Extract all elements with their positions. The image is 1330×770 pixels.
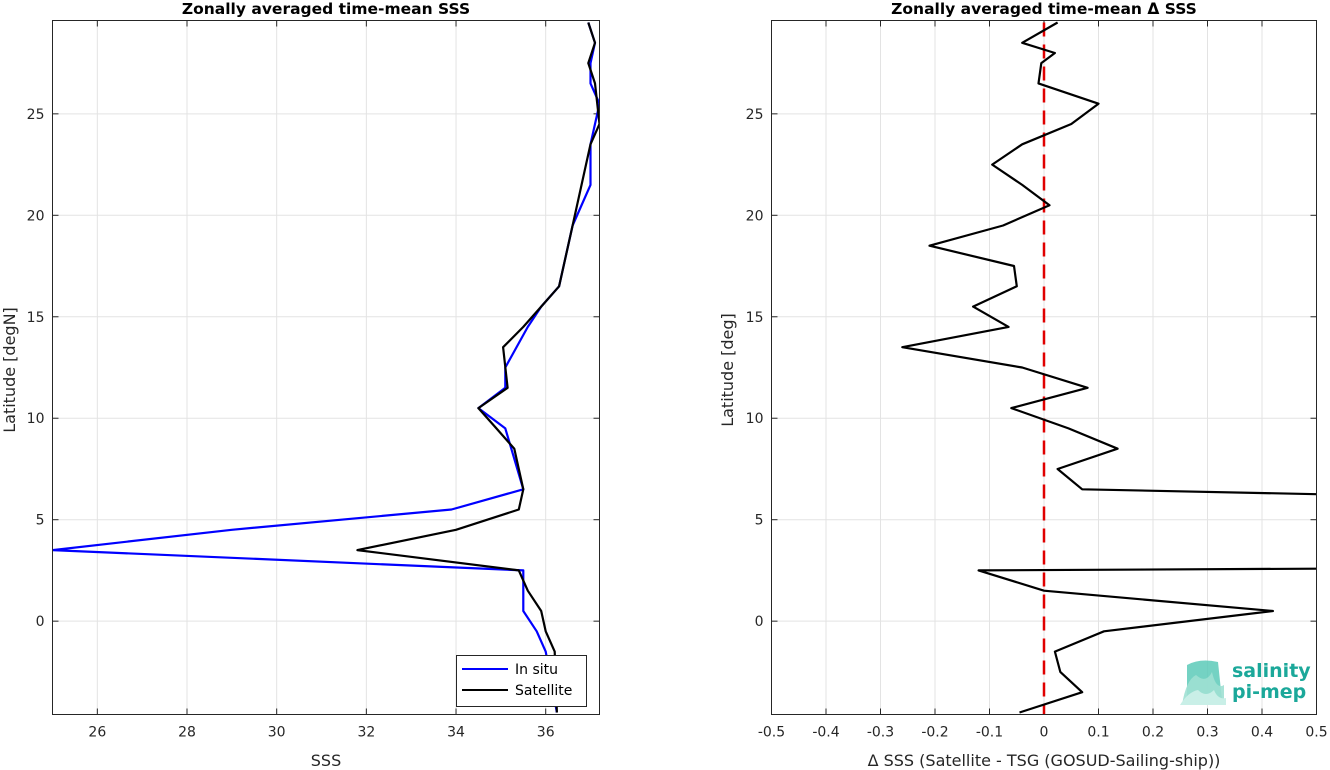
right-ticks: -0.5 -0.4 -0.3 -0.2 -0.1 0 0.1 0.2 0.3 0.4 0.5 0 5 10…: [746, 20, 1328, 741]
left-x-tick-label: 36: [537, 725, 555, 741]
right-x-tick-label: 0.5: [1305, 725, 1327, 741]
right-y-tick-label: 20: [746, 208, 764, 224]
left-y-tick-label: 25: [27, 107, 45, 123]
left-ticks: 26 28 30 32 34 36 0 5 10 15 20 25: [27, 20, 600, 741]
left-panel: 26 28 30 32 34 36 0 5 10 15 20 25 Zonally averaged …: [0, 0, 600, 770]
right-x-tick-label: -0.2: [921, 725, 948, 741]
right-y-tick-label: 5: [755, 513, 764, 529]
right-panel: -0.5 -0.4 -0.3 -0.2 -0.1 0 0.1 0.2 0.3 0.4 0.5 0 5 10…: [718, 0, 1328, 770]
right-y-tick-label: 25: [746, 107, 764, 123]
right-x-axis-label: Δ SSS (Satellite - TSG (GOSUD-Sailing-sh…: [868, 751, 1221, 770]
left-y-tick-label: 20: [27, 208, 45, 224]
right-x-tick-label: 0: [1040, 725, 1049, 741]
left-grid: [52, 20, 600, 715]
legend-box: [456, 655, 587, 707]
left-y-tick-label: 5: [36, 513, 45, 529]
right-y-tick-label: 0: [755, 614, 764, 630]
left-x-tick-label: 26: [88, 725, 106, 741]
right-y-axis-label: Latitude [deg]: [718, 313, 737, 427]
left-x-axis-label: SSS: [311, 751, 341, 770]
legend-label-in-situ: In situ: [515, 662, 558, 678]
right-y-tick-label: 10: [746, 411, 764, 427]
right-x-tick-label: 0.3: [1196, 725, 1218, 741]
right-x-tick-label: -0.5: [758, 725, 785, 741]
right-series-line-delta-sss: [901, 21, 1317, 714]
left-axes-box: [52, 20, 600, 715]
left-y-tick-label: 15: [27, 310, 45, 326]
left-x-tick-label: 30: [268, 725, 286, 741]
logo-text-salinity: salinity: [1232, 660, 1311, 682]
left-y-tick-label: 10: [27, 411, 45, 427]
left-y-axis-label: Latitude [degN]: [0, 307, 19, 433]
salinity-pi-mep-logo: salinity pi-mep: [1180, 660, 1311, 705]
left-y-tick-label: 0: [36, 614, 45, 630]
right-chart-title: Zonally averaged time-mean Δ SSS: [891, 0, 1197, 18]
left-series-line-in-situ: [52, 22, 600, 713]
left-series: [52, 22, 600, 713]
right-x-tick-label: -0.4: [812, 725, 839, 741]
legend: In situ Satellite: [456, 655, 587, 707]
right-x-tick-label: 0.1: [1087, 725, 1109, 741]
left-x-tick-label: 28: [178, 725, 196, 741]
right-x-tick-label: -0.1: [976, 725, 1003, 741]
right-series: [901, 21, 1317, 715]
logo-text-pi-mep: pi-mep: [1232, 681, 1306, 703]
left-x-tick-label: 32: [357, 725, 375, 741]
left-chart-title: Zonally averaged time-mean SSS: [182, 0, 470, 18]
right-grid: [771, 20, 1317, 715]
wave-logo-icon: [1180, 660, 1226, 705]
left-x-tick-label: 34: [447, 725, 465, 741]
right-y-tick-label: 15: [746, 310, 764, 326]
right-x-tick-label: 0.4: [1251, 725, 1273, 741]
right-axes-box: [771, 20, 1317, 715]
left-series-line-satellite: [356, 22, 600, 713]
right-x-tick-label: 0.2: [1142, 725, 1164, 741]
legend-label-satellite: Satellite: [515, 683, 572, 699]
right-x-tick-label: -0.3: [867, 725, 894, 741]
